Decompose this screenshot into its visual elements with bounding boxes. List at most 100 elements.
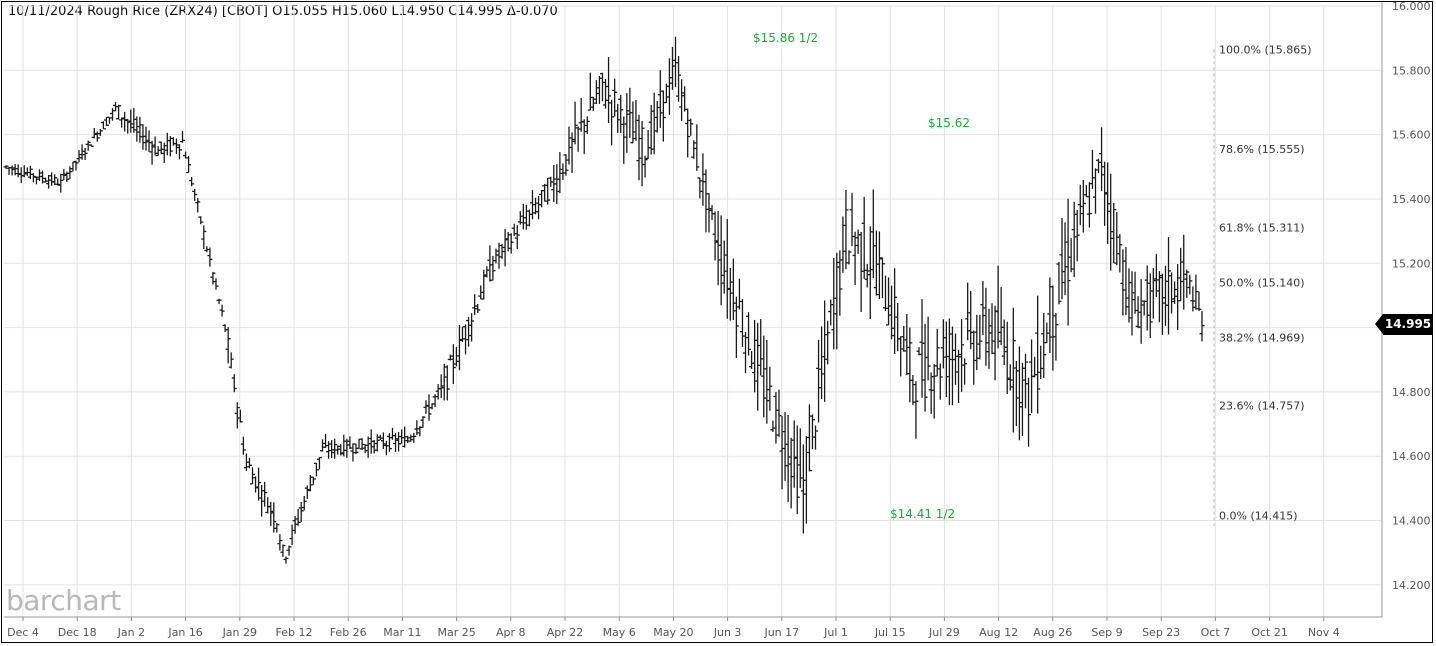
- ohlc-bar: [691, 140, 697, 159]
- fib-level-label: 38.2% (14.969): [1219, 332, 1305, 345]
- ohlc-bar: [526, 209, 532, 227]
- ohlc-bar: [164, 132, 170, 156]
- y-tick-label: 14.800: [1392, 386, 1431, 399]
- ohlc-bar: [186, 156, 192, 174]
- ohlc-bar: [344, 438, 350, 458]
- ohlc-bar: [630, 101, 636, 144]
- ohlc-bar: [913, 381, 919, 439]
- ohlc-bar: [338, 443, 344, 456]
- x-tick-label: Oct 7: [1201, 626, 1231, 639]
- ohlc-bar: [898, 336, 904, 377]
- ohlc-bar: [788, 437, 794, 509]
- y-tick-label: 14.400: [1392, 515, 1431, 528]
- ohlc-bar: [816, 339, 822, 423]
- ohlc-bar: [444, 365, 450, 401]
- ohlc-bar: [1016, 346, 1022, 441]
- ohlc-bar: [316, 456, 322, 470]
- ohlc-bar: [1038, 345, 1044, 379]
- ohlc-bar: [313, 462, 319, 477]
- ohlc-bar: [755, 322, 761, 411]
- ohlc-bar: [1086, 182, 1092, 228]
- ohlc-bar: [149, 140, 155, 165]
- ohlc-bar: [572, 101, 578, 145]
- ohlc-bar: [298, 502, 304, 523]
- ohlc-bar: [846, 250, 852, 265]
- ohlc-bar: [922, 323, 928, 412]
- ohlc-bar: [1141, 300, 1147, 316]
- ohlc-bar: [940, 319, 946, 369]
- x-tick-label: May 6: [603, 626, 636, 639]
- ohlc-bar: [323, 433, 329, 448]
- ohlc-bar: [475, 303, 481, 314]
- ohlc-bar: [773, 391, 779, 444]
- ohlc-bar: [803, 436, 809, 524]
- ohlc-bar: [1074, 209, 1080, 262]
- ohlc-bar: [904, 313, 910, 376]
- ohlc-bar: [746, 312, 752, 356]
- ohlc-bar: [207, 247, 213, 267]
- ohlc-bar: [843, 189, 849, 270]
- ohlc-bar: [1062, 222, 1068, 296]
- header-change: Δ-0.070: [506, 4, 558, 19]
- ohlc-bar: [225, 327, 231, 364]
- ohlc-bar: [198, 216, 204, 225]
- price-annotation: $14.41 1/2: [890, 507, 955, 521]
- ohlc-bar: [310, 476, 316, 485]
- ohlc-bar: [603, 78, 609, 109]
- ohlc-bar: [1108, 173, 1114, 271]
- ohlc-bar: [992, 305, 998, 381]
- ohlc-bar: [764, 339, 770, 424]
- ohlc-bar: [459, 326, 465, 342]
- ohlc-bar: [758, 319, 764, 376]
- ohlc-bar: [706, 193, 712, 233]
- ohlc-bar: [1032, 356, 1038, 378]
- x-tick-label: Mar 11: [383, 626, 421, 639]
- ohlc-bar: [1102, 161, 1108, 226]
- ohlc-bar: [146, 130, 152, 152]
- ohlc-bar: [889, 285, 895, 340]
- ohlc-bar: [76, 150, 82, 163]
- fib-level-label: 0.0% (14.415): [1219, 510, 1298, 523]
- ohlc-bar: [1144, 265, 1150, 331]
- ohlc-bar: [606, 57, 612, 124]
- ohlc-bar: [456, 324, 462, 371]
- ohlc-bar: [761, 335, 767, 418]
- ohlc-bar: [694, 124, 700, 171]
- ohlc-bar: [27, 165, 33, 179]
- ohlc-bar: [371, 439, 377, 454]
- ohlc-bar: [1077, 184, 1083, 226]
- ohlc-bar: [128, 109, 134, 133]
- ohlc-bar: [52, 174, 58, 186]
- ohlc-bar: [432, 394, 438, 408]
- ohlc-bar: [1001, 319, 1007, 366]
- ohlc-bar: [116, 104, 122, 120]
- x-tick-label: Jul 15: [874, 626, 906, 639]
- x-tick-label: Dec 18: [58, 626, 97, 639]
- ohlc-bar: [429, 403, 435, 410]
- ohlc-bar: [399, 429, 405, 444]
- header-exchange: [CBOT]: [221, 4, 273, 19]
- ohlc-bar: [1147, 273, 1153, 338]
- x-tick-label: Aug 26: [1033, 626, 1072, 639]
- ohlc-bar: [1169, 272, 1175, 314]
- ohlc-bar: [1120, 249, 1126, 316]
- ohlc-bar: [155, 146, 161, 157]
- ohlc-bar: [237, 409, 243, 423]
- ohlc-bar: [800, 444, 806, 534]
- ohlc-bar: [968, 291, 974, 350]
- ohlc-bar: [910, 374, 916, 406]
- ohlc-bar: [721, 240, 727, 294]
- ohlc-bar: [767, 366, 773, 411]
- ohlc-bar: [688, 118, 694, 136]
- x-tick-label: Jan 29: [222, 626, 257, 639]
- ohlc-bar: [36, 169, 42, 181]
- ohlc-bar: [356, 438, 362, 449]
- fib-level-label: 23.6% (14.757): [1219, 400, 1305, 413]
- x-tick-label: Jun 3: [713, 626, 742, 639]
- ohlc-bar: [569, 132, 575, 173]
- ohlc-bar: [749, 351, 755, 369]
- ohlc-bar: [362, 444, 368, 454]
- ohlc-bar: [1166, 237, 1172, 335]
- ohlc-bar: [1089, 149, 1095, 189]
- ohlc-bar: [676, 56, 682, 102]
